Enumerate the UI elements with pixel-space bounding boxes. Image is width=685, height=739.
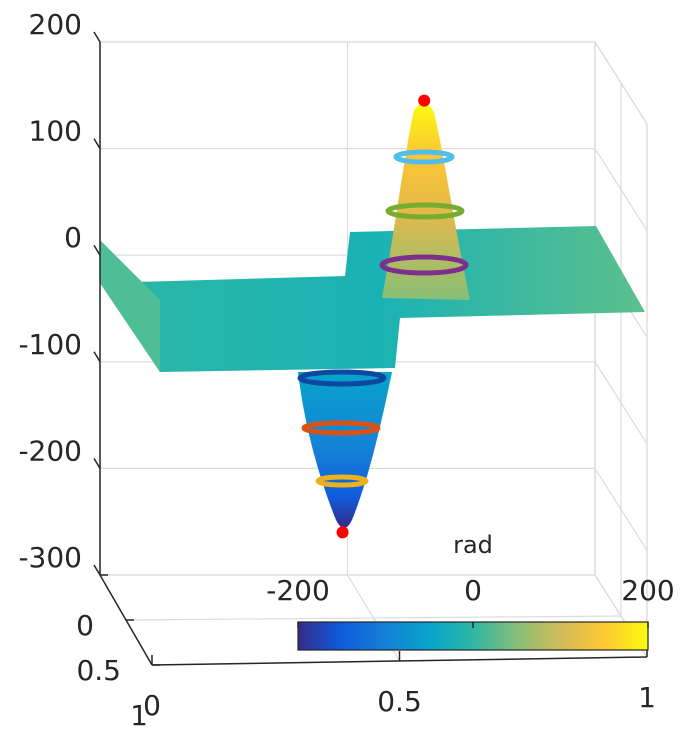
x-tick-label: 0.5 [377, 685, 422, 718]
surface-sheet [100, 226, 645, 372]
y-tick-label: 0.5 [76, 654, 121, 687]
colorbar-label: rad [453, 531, 493, 559]
z-tick-label: -100 [18, 328, 82, 361]
colorbar-tick-label: 0 [464, 574, 482, 607]
z-tick-label: 100 [29, 115, 82, 148]
surface-peak [382, 103, 470, 300]
z-tick-label: -300 [18, 541, 82, 574]
axis-line [151, 656, 648, 666]
contour [301, 420, 381, 436]
z-tick [93, 458, 101, 469]
z-tick [93, 31, 101, 43]
surface [100, 103, 645, 528]
z-tick-label: 0 [64, 221, 82, 254]
box-edge [594, 41, 648, 125]
z-tick [93, 351, 101, 363]
z-tick [93, 244, 101, 256]
grid-line [125, 615, 622, 621]
z-tick-label: -200 [18, 434, 82, 467]
axis-line [99, 574, 153, 666]
colorbar-tick-label: -200 [266, 574, 330, 607]
z-tick [93, 564, 101, 576]
colorbar-tick-label: 200 [621, 574, 674, 607]
contour [315, 474, 369, 488]
surface-trough [298, 372, 392, 528]
x-tick-label: 0 [143, 689, 161, 722]
extreme-point [418, 94, 431, 107]
extreme-point [336, 526, 349, 539]
contour [379, 254, 469, 276]
z-tick-label: 200 [29, 8, 82, 41]
surface-sheet-side [100, 240, 160, 372]
y-tick-label: 1 [130, 699, 148, 732]
contour [385, 202, 465, 220]
contour [297, 369, 387, 387]
y-tick-label: 0 [76, 609, 94, 642]
z-tick [93, 138, 101, 149]
contour [393, 149, 455, 165]
x-tick-label: 1 [638, 681, 656, 714]
